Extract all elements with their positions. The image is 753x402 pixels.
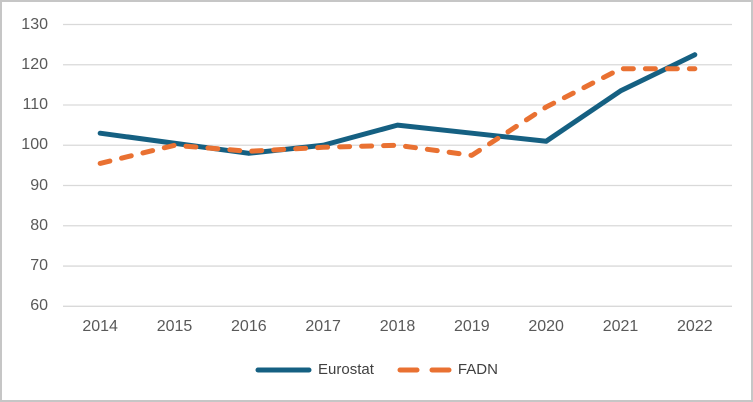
chart-legend: Eurostat FADN (2, 360, 751, 380)
fadn-line (97, 66, 698, 166)
eurostat-line (97, 52, 698, 156)
legend-item-fadn: FADN (396, 361, 498, 379)
legend-item-eurostat: Eurostat (255, 361, 374, 379)
legend-label-eurostat: Eurostat (318, 361, 374, 378)
fadn-dashed-line-swatch-icon (397, 367, 452, 373)
legend-label-fadn: FADN (457, 361, 498, 378)
eurostat-line-swatch-icon (255, 367, 312, 373)
